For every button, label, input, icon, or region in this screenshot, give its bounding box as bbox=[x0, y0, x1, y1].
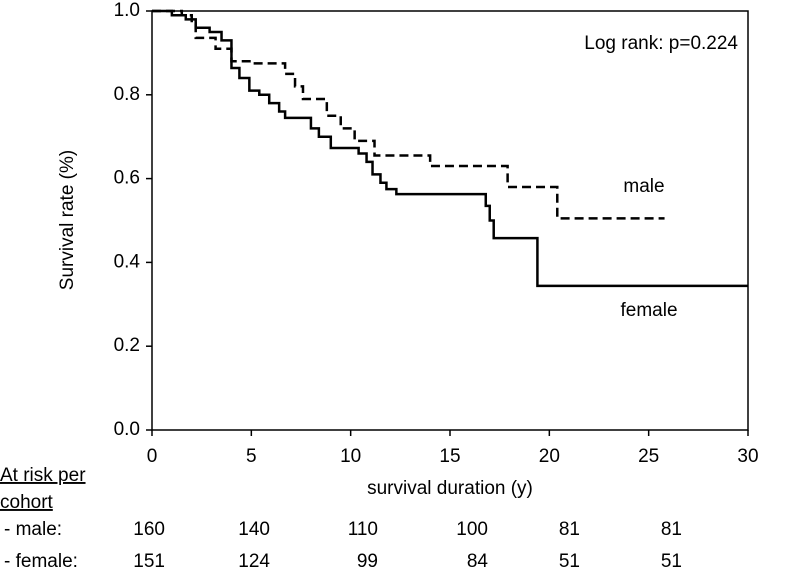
risk-value: 110 bbox=[348, 519, 378, 540]
risk-value: 81 bbox=[559, 519, 580, 540]
risk-value: 140 bbox=[238, 519, 270, 540]
risk-value: 51 bbox=[661, 551, 682, 572]
risk-value: 81 bbox=[661, 519, 682, 540]
y-axis-label: Survival rate (%) bbox=[57, 150, 78, 290]
y-tick-label: 0.2 bbox=[114, 335, 140, 356]
y-tick-label: 0.0 bbox=[114, 419, 140, 440]
risk-value: 151 bbox=[133, 551, 165, 572]
risk-row-label: - male: bbox=[4, 519, 62, 540]
survival-curve bbox=[152, 9, 665, 220]
x-tick-label: 15 bbox=[439, 446, 460, 467]
plot-frame bbox=[151, 10, 749, 431]
y-tick-label: 1.0 bbox=[114, 0, 140, 21]
x-tick-label: 30 bbox=[737, 446, 758, 467]
y-tick-label: 0.4 bbox=[114, 251, 141, 272]
x-tick-label: 0 bbox=[147, 446, 158, 467]
risk-value: 124 bbox=[238, 551, 270, 572]
y-tick-label: 0.6 bbox=[114, 168, 140, 189]
survival-curve bbox=[152, 9, 748, 288]
x-axis-label: survival duration (y) bbox=[367, 478, 533, 499]
annotation: Log rank: p=0.224 bbox=[584, 33, 738, 54]
risk-row-label: - female: bbox=[4, 551, 78, 572]
x-tick-label: 20 bbox=[539, 446, 560, 467]
risk-value: 160 bbox=[133, 519, 165, 540]
x-tick-label: 5 bbox=[246, 446, 257, 467]
series-label: male bbox=[623, 176, 664, 197]
y-tick-label: 0.8 bbox=[114, 84, 140, 105]
risk-value: 99 bbox=[357, 551, 378, 572]
x-tick-label: 10 bbox=[340, 446, 361, 467]
series-label: female bbox=[620, 300, 677, 321]
risk-value: 100 bbox=[456, 519, 488, 540]
risk-value: 51 bbox=[559, 551, 580, 572]
risk-title-line2: cohort bbox=[0, 492, 54, 513]
risk-value: 84 bbox=[467, 551, 489, 572]
risk-title-line1: At risk per bbox=[0, 465, 86, 486]
x-tick-label: 25 bbox=[638, 446, 659, 467]
